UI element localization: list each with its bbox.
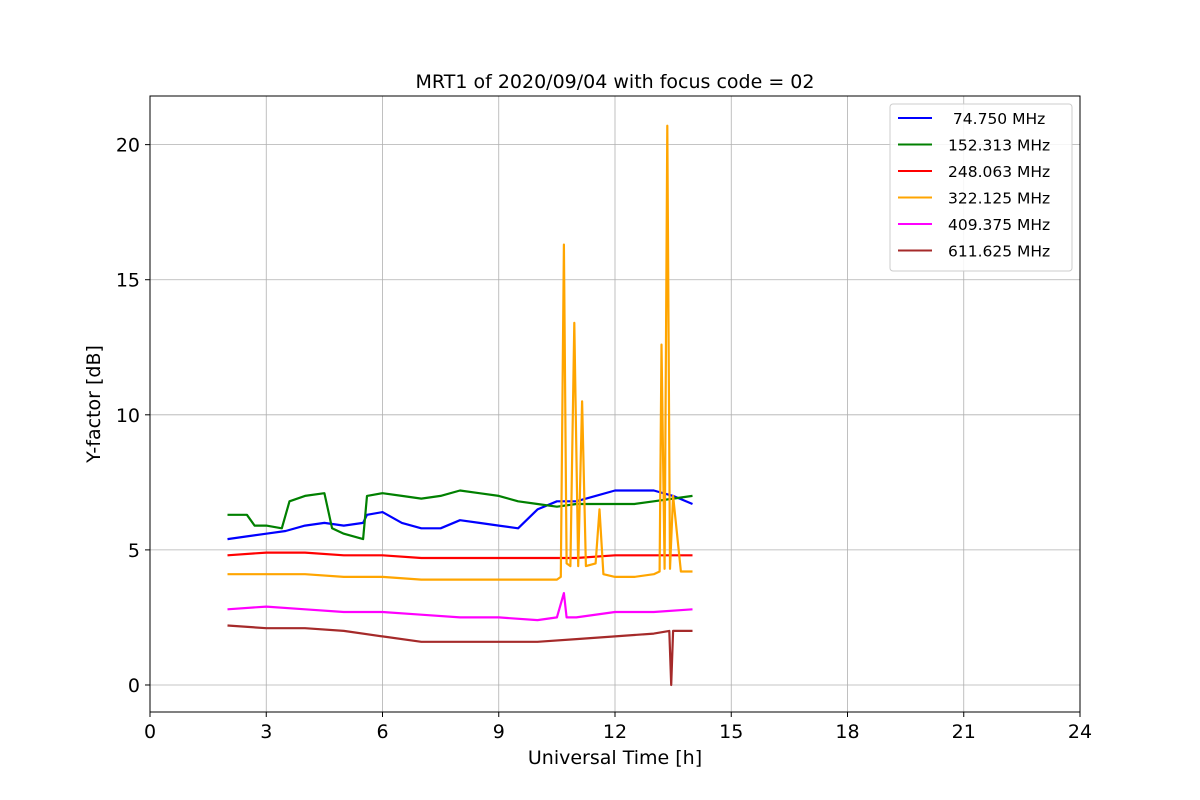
legend: 74.750 MHz 152.313 MHz 248.063 MHz 322.125 … — [889, 103, 1073, 272]
x-tick-label: 0 — [144, 721, 156, 743]
x-tick-label: 9 — [493, 721, 505, 743]
y-tick-label: 10 — [116, 405, 140, 427]
chart-title: MRT1 of 2020/09/04 with focus code = 02 — [416, 71, 815, 93]
series-line-5 — [227, 624, 693, 687]
x-tick-label: 24 — [1068, 721, 1092, 743]
x-tick-label: 18 — [835, 721, 859, 743]
legend-label: 74.750 MHz — [948, 110, 1045, 128]
legend-box — [889, 103, 1073, 272]
y-tick-label: 5 — [128, 540, 140, 562]
series-line-2 — [227, 551, 693, 560]
y-axis-label: Y-factor [dB] — [83, 345, 105, 464]
x-tick-label: 15 — [719, 721, 743, 743]
x-axis-label: Universal Time [h] — [528, 747, 702, 769]
series-line-1 — [227, 489, 693, 541]
plot-series — [227, 124, 693, 687]
y-tick-label: 0 — [128, 675, 140, 697]
legend-label: 152.313 MHz — [948, 137, 1050, 155]
series-line-0 — [227, 489, 693, 541]
series-line-4 — [227, 591, 693, 622]
y-tick-label: 20 — [116, 135, 140, 157]
axis-ticks: 0 3 6 9 12 15 18 21 24 0 5 10 15 20 — [116, 135, 1092, 743]
legend-label: 248.063 MHz — [948, 163, 1050, 181]
x-tick-label: 12 — [603, 721, 627, 743]
legend-label: 322.125 MHz — [948, 190, 1050, 208]
x-tick-label: 21 — [952, 721, 976, 743]
y-tick-label: 15 — [116, 270, 140, 292]
x-tick-label: 6 — [376, 721, 388, 743]
x-tick-label: 3 — [260, 721, 272, 743]
legend-label: 611.625 MHz — [948, 243, 1050, 261]
series-line-3 — [227, 124, 693, 581]
legend-label: 409.375 MHz — [948, 216, 1050, 234]
